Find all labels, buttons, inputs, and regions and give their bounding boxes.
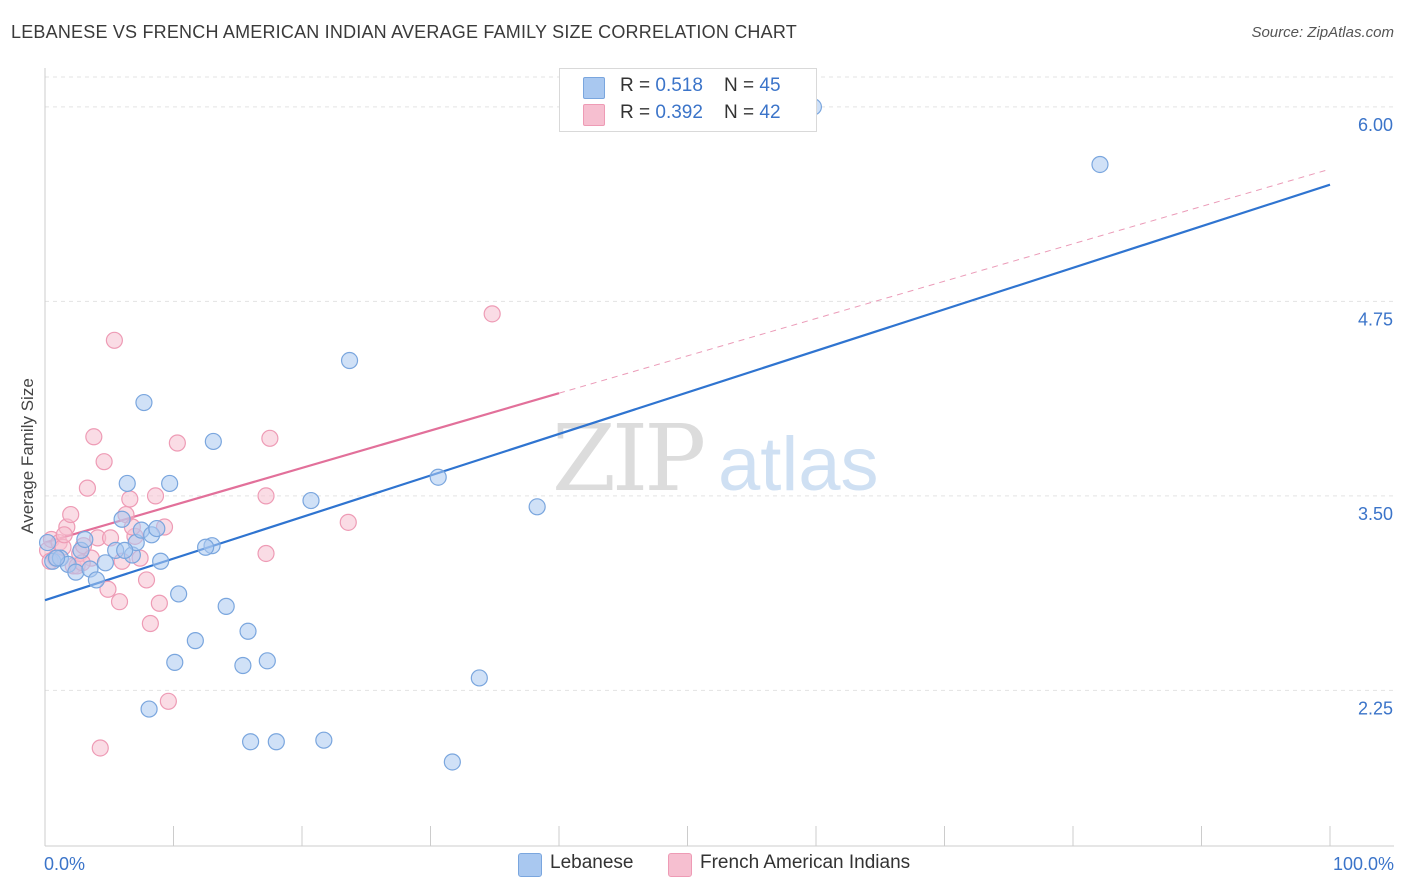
lebanese-point: [116, 541, 134, 559]
gridlines: [45, 76, 1394, 691]
french-american-indians-legend-label: French American Indians: [700, 852, 911, 873]
x-tick-label: 0.0%: [44, 854, 85, 874]
lebanese-point: [470, 669, 488, 687]
lebanese-point: [76, 530, 94, 549]
french-american-indians-point: [150, 594, 168, 612]
y-tick-label: 3.50: [1358, 504, 1393, 524]
french-american-indians-point: [483, 305, 501, 323]
french-american-indians-point: [78, 479, 97, 497]
french-american-indians-point: [99, 580, 117, 598]
lebanese-point: [96, 554, 114, 572]
legend-n-value: 45: [759, 75, 781, 96]
lebanese-point: [166, 653, 184, 671]
lebanese-point: [186, 632, 204, 650]
axes: [44, 68, 1394, 847]
lebanese-point: [340, 351, 359, 370]
lebanese-trend-line: [44, 183, 1331, 602]
lebanese-point: [67, 563, 85, 581]
lebanese-swatch: [583, 77, 605, 99]
watermark-atlas: atlas: [718, 422, 879, 507]
french-american-indians-swatch: [583, 104, 605, 126]
lebanese-point: [242, 733, 260, 751]
lebanese-point: [443, 753, 461, 771]
watermark: ZIP atlas: [552, 405, 879, 512]
french-american-indians-legend-swatch: [668, 853, 692, 877]
french-american-indians-point: [62, 505, 80, 524]
tick-labels: 2.25 3.50 4.75 6.00 0.0% 100.0%: [44, 115, 1394, 874]
french-american-indians-point: [339, 513, 357, 531]
french-american-indians-point: [85, 428, 103, 446]
french-american-indians-point: [141, 614, 159, 633]
lebanese-point: [258, 652, 276, 670]
french-american-indians-point: [257, 544, 275, 563]
lebanese-point: [118, 474, 136, 493]
lebanese-point: [197, 538, 215, 556]
french-american-indians-point: [146, 487, 165, 505]
y-tick-label: 4.75: [1358, 309, 1393, 329]
lebanese-point: [148, 519, 166, 538]
lebanese-point: [47, 549, 66, 567]
trend-lines: [44, 168, 1331, 602]
french-american-indians-point: [257, 487, 275, 505]
french-american-indians-point: [91, 739, 109, 757]
y-tick-label: 6.00: [1358, 115, 1393, 135]
lebanese-point: [135, 393, 153, 412]
lebanese-point: [38, 533, 57, 552]
french-american-indians-trend-extension: [558, 168, 1331, 394]
legend-r-label: R =: [620, 102, 656, 123]
french-american-indians-point: [159, 692, 177, 710]
stats-legend: R = 0.518 N = 45 R = 0.392 N = 42: [559, 68, 817, 132]
legend-r-label: R =: [620, 75, 656, 96]
french-american-indians-point: [110, 593, 129, 611]
french-american-indians-point: [95, 453, 113, 471]
legend-r-value: 0.518: [655, 75, 703, 96]
lebanese-point: [204, 432, 222, 451]
data-points: [38, 98, 1109, 771]
lebanese-point: [315, 731, 333, 749]
lebanese-point: [234, 656, 252, 675]
lebanese-legend-label: Lebanese: [550, 852, 634, 873]
lebanese-point: [161, 474, 179, 493]
french-american-indians-point: [121, 490, 139, 508]
lebanese-point: [140, 700, 158, 718]
lebanese-point: [1091, 155, 1109, 174]
chart-title: LEBANESE VS FRENCH AMERICAN INDIAN AVERA…: [11, 22, 797, 42]
lebanese-point: [170, 585, 188, 603]
lebanese-point: [302, 491, 320, 510]
legend-n-label: N =: [724, 75, 760, 96]
lebanese-point: [87, 571, 106, 589]
lebanese-point: [239, 622, 257, 640]
french-american-indians-point: [105, 331, 123, 349]
legend-r-value: 0.392: [655, 102, 703, 123]
y-tick-label: 2.25: [1358, 698, 1393, 718]
watermark-zip: ZIP: [552, 405, 703, 512]
y-axis-label: Average Family Size: [18, 378, 37, 534]
x-tick-label: 100.0%: [1333, 854, 1394, 874]
french-american-indians-point: [137, 571, 156, 589]
french-american-indians-point: [55, 526, 73, 544]
chart-source: Source: ZipAtlas.com: [1251, 24, 1394, 41]
legend-n-label: N =: [724, 102, 760, 123]
french-american-indians-point: [168, 434, 186, 452]
lebanese-point: [429, 468, 447, 486]
lebanese-point: [152, 552, 170, 570]
lebanese-point: [267, 733, 285, 751]
lebanese-point: [113, 510, 131, 528]
french-american-indians-point: [261, 429, 279, 447]
lebanese-legend-swatch: [518, 853, 542, 877]
lebanese-point: [528, 498, 546, 516]
legend-n-value: 42: [759, 102, 781, 123]
lebanese-point: [217, 597, 235, 615]
